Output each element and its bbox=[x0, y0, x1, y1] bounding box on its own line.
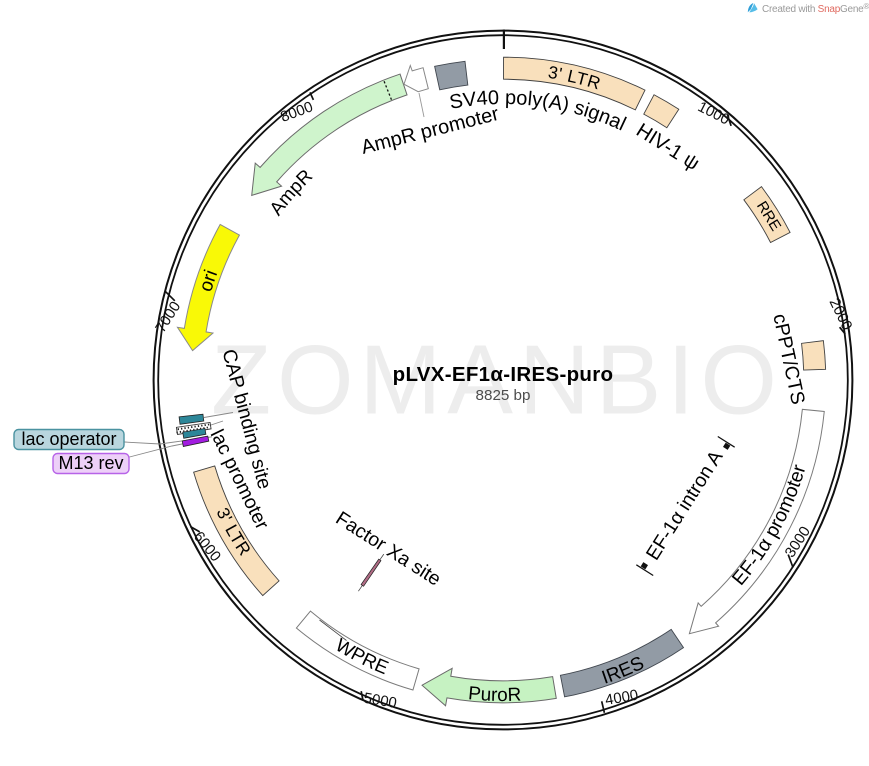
svg-text:Created with SnapGene®: Created with SnapGene® bbox=[762, 2, 869, 15]
svg-text:pLVX-EF1α-IRES-puro: pLVX-EF1α-IRES-puro bbox=[393, 363, 614, 386]
svg-text:8825 bp: 8825 bp bbox=[476, 387, 531, 404]
svg-text:lac operator: lac operator bbox=[21, 429, 116, 449]
svg-text:M13 rev: M13 rev bbox=[58, 453, 123, 473]
svg-text:PuroR: PuroR bbox=[467, 683, 521, 706]
